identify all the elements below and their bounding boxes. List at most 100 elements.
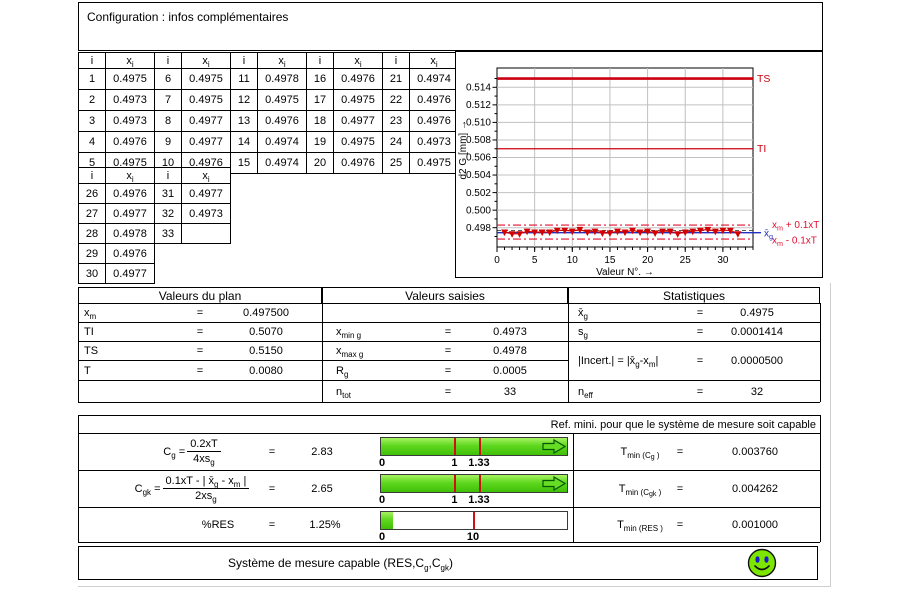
- formula-pre: Cgk =: [134, 482, 161, 497]
- measurement-cell[interactable]: 0.4976: [333, 152, 383, 174]
- formula-0: Cg = 0.2xT 4xsg: [78, 433, 308, 470]
- divider-line: [322, 303, 323, 402]
- plan-row-0-label: xm: [84, 307, 97, 322]
- measurement-cell[interactable]: 0.4973: [105, 110, 155, 132]
- measurement-cell[interactable]: 0.4976: [409, 110, 459, 132]
- measurement-cell[interactable]: 0.4975: [257, 89, 307, 111]
- measurement-cell[interactable]: 0.4976: [105, 183, 155, 204]
- bar-fill: [381, 512, 393, 529]
- measurement-cell[interactable]: 0.4976: [333, 68, 383, 90]
- plan-row-1-value: 0.5070: [249, 326, 283, 338]
- index-cell: 6: [154, 68, 182, 90]
- tmin-divider: [573, 433, 574, 542]
- col-header-xi: xi: [181, 167, 231, 184]
- plan-row-2-equals: =: [196, 345, 204, 357]
- fraction-denominator: 4xsg: [193, 453, 215, 468]
- measurement-cell[interactable]: 0.4978: [257, 68, 307, 90]
- index-cell: 14: [230, 131, 258, 153]
- measurement-cell[interactable]: 0.4976: [105, 243, 155, 264]
- grid-lines: [497, 68, 753, 247]
- plan-row-3-label: T: [84, 364, 91, 377]
- measurement-cell[interactable]: 0.4973: [105, 89, 155, 111]
- measurement-cell[interactable]: 0.4977: [181, 131, 231, 153]
- bar-tick-label: 1.33: [468, 494, 490, 506]
- divider-line: [78, 341, 820, 342]
- run-chart: 0.498 0.500 0.502 0.504 0.506 0.508 0.510 0.512…: [455, 51, 823, 278]
- measurement-cell[interactable]: 0.4976: [409, 89, 459, 111]
- series-markers: [501, 226, 742, 238]
- measurement-cell[interactable]: 0.4975: [409, 152, 459, 174]
- empty-space: [182, 264, 231, 284]
- plan-row-0-value: 0.497500: [243, 307, 289, 319]
- calc-value-2: 1.25%: [309, 518, 341, 531]
- formula-2: %RES: [78, 507, 358, 542]
- measurements-table-2: i xi i xi 26 0.4976 31 0.4977 27 0.4977 32 0.4973 28…: [78, 167, 231, 284]
- index-cell: 28: [78, 223, 106, 244]
- measurement-cell[interactable]: 0.4973: [181, 203, 231, 224]
- tmin-equals-2: =: [676, 518, 684, 531]
- saisies-row-3-label: ntot: [336, 385, 352, 400]
- measurement-cell[interactable]: 0.4974: [257, 131, 307, 153]
- index-cell: 23: [382, 110, 410, 132]
- measurement-cell[interactable]: 0.4976: [257, 110, 307, 132]
- measurement-cell[interactable]: 0.4975: [181, 68, 231, 90]
- saisies-row-1-value: 0.4978: [493, 345, 527, 357]
- y-tick-label: 0.506: [466, 153, 491, 164]
- stats-row-1-label: sg: [578, 326, 588, 341]
- tmin-value-1: 0.004262: [732, 482, 778, 495]
- index-cell: 18: [306, 110, 334, 132]
- divider-line: [820, 303, 821, 402]
- verdict-message: Système de mesure capable (RES,Cg,Cgk): [78, 546, 603, 580]
- col-header-xi: xi: [181, 52, 231, 69]
- index-cell: 4: [78, 131, 106, 153]
- measurement-cell[interactable]: 0.4975: [333, 131, 383, 153]
- stats-row-2-equals: =: [696, 355, 704, 367]
- index-cell: 1: [78, 68, 106, 90]
- measurement-cell[interactable]: 0.4975: [333, 89, 383, 111]
- calc-value-0: 2.83: [311, 445, 333, 458]
- index-cell: 27: [78, 203, 106, 224]
- measurement-cell[interactable]: 0.4978: [105, 223, 155, 244]
- ref-note: Ref. mini. pour que le système de mesure…: [550, 419, 816, 431]
- measurement-cell[interactable]: 0.4975: [181, 89, 231, 111]
- saisies-row-0-label: xmin g: [336, 326, 362, 341]
- index-cell: 31: [154, 183, 182, 204]
- saisies-row-0-value: 0.4973: [493, 326, 527, 338]
- y-tick-label: 0.512: [466, 100, 491, 111]
- measurement-cell[interactable]: 0.4977: [181, 183, 231, 204]
- verdict-box: [78, 546, 818, 580]
- tmin-value-2: 0.001000: [732, 518, 778, 531]
- stats-row-2-value: 0.0000500: [731, 355, 783, 367]
- bar-tick-label: 1: [451, 494, 458, 506]
- empty-space: [155, 244, 182, 264]
- col-header-i: i: [154, 167, 182, 184]
- x-tick-label: 20: [642, 255, 654, 266]
- empty-space: [155, 264, 182, 284]
- tmin-label-1: Tmin (Cgk ): [618, 482, 662, 498]
- measurement-cell[interactable]: 0.4977: [181, 110, 231, 132]
- divider-line: [78, 415, 79, 542]
- plan-row-3-equals: =: [196, 364, 204, 377]
- measurement-cell[interactable]: 0.4977: [333, 110, 383, 132]
- empty-space: [182, 244, 231, 264]
- divider-line: [78, 380, 820, 381]
- x-tick-label: 10: [567, 255, 579, 266]
- index-cell: 8: [154, 110, 182, 132]
- measurement-cell[interactable]: 0.4977: [105, 263, 155, 284]
- measurement-cell[interactable]: 0.4974: [257, 152, 307, 174]
- measurement-cell[interactable]: 0.4977: [105, 203, 155, 224]
- measurement-cell[interactable]: [181, 223, 231, 244]
- bar-tick: [473, 512, 475, 529]
- index-cell: 30: [78, 263, 106, 284]
- index-cell: 19: [306, 131, 334, 153]
- plan-row-1-equals: =: [196, 326, 204, 338]
- measurement-cell[interactable]: 0.4976: [105, 131, 155, 153]
- saisies-row-0-equals: =: [444, 326, 452, 338]
- measurement-cell[interactable]: 0.4974: [409, 68, 459, 90]
- saisies-row-1-equals: =: [444, 345, 452, 357]
- measurement-cell[interactable]: 0.4975: [105, 68, 155, 90]
- divider-line: [78, 470, 820, 471]
- x-tick-label: 15: [604, 255, 616, 266]
- measurement-cell[interactable]: 0.4973: [409, 131, 459, 153]
